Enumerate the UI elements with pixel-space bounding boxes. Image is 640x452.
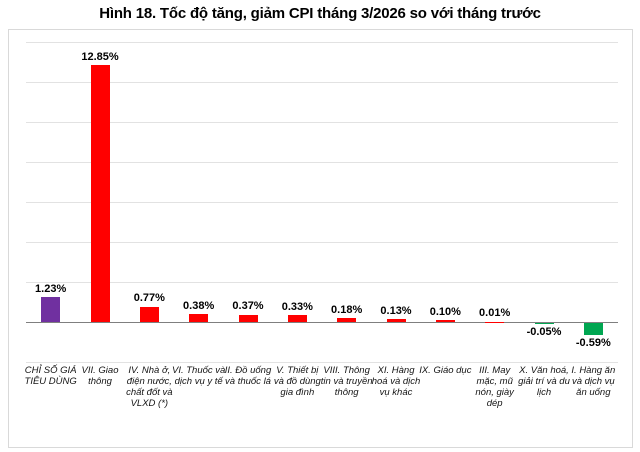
x-axis-category-label: VI. Thuốc và dịch vụ y tế <box>171 365 226 387</box>
plot-area: 1.23% 12.85% 0.77% 0.38% 0.37% 0.33% 0.18% 0.13… <box>26 42 618 363</box>
x-axis-category-label: CHỈ SỐ GIÁ TIÊU DÙNG <box>24 365 77 387</box>
x-axis-category-label: VIII. Thông tin và truyền thông <box>320 365 373 398</box>
bar-value-label: 0.10% <box>429 305 461 318</box>
gridline <box>26 42 618 43</box>
bar <box>337 318 357 322</box>
gridline <box>26 202 618 203</box>
chart-area: 1.23% 12.85% 0.77% 0.38% 0.37% 0.33% 0.18% 0.13… <box>8 29 633 448</box>
bar <box>189 314 209 322</box>
bar <box>139 306 159 322</box>
gridline <box>26 362 618 363</box>
bar <box>41 297 61 322</box>
x-axis-category-label: VII. Giao thông <box>81 365 119 387</box>
bar <box>485 321 505 323</box>
bar-value-label: -0.59% <box>575 336 611 349</box>
x-axis-category-label: V. Thiết bị và đồ dùng gia đình <box>273 365 321 398</box>
bar-value-label: 0.37% <box>232 300 264 313</box>
x-axis-line <box>26 322 618 323</box>
bar <box>238 314 258 322</box>
bar <box>583 323 603 335</box>
x-axis-category-label: X. Văn hoá, giải trí và du lịch <box>518 365 570 398</box>
bar <box>90 65 110 322</box>
bar-value-label: -0.05% <box>526 326 562 338</box>
bar-value-label: 0.18% <box>331 303 363 316</box>
bar <box>287 315 307 322</box>
gridline <box>26 162 618 163</box>
x-axis-labels: CHỈ SỐ GIÁ TIÊU DÙNG VII. Giao thông IV. N… <box>24 365 618 444</box>
x-axis-category-label: XI. Hàng hoá và dịch vụ khác <box>371 365 421 398</box>
bar-value-label: 0.13% <box>380 304 412 317</box>
bar-value-label: 1.23% <box>35 282 67 295</box>
gridline <box>26 122 618 123</box>
x-axis-category-label: IX. Giáo dục <box>419 365 472 376</box>
bar <box>435 320 455 322</box>
x-axis-category-label: III. May mặc, mũ nón, giày dép <box>475 365 514 409</box>
x-axis-category-label: IV. Nhà ở, điện nước, chất đốt và VLXD (… <box>126 365 173 409</box>
bar-value-label: 0.01% <box>479 307 511 320</box>
bar-value-label: 12.85% <box>81 50 119 63</box>
bar <box>386 319 406 322</box>
bar <box>534 323 554 324</box>
bar-value-label: 0.33% <box>281 300 313 313</box>
gridline <box>26 242 618 243</box>
bar-value-label: 0.38% <box>183 299 215 312</box>
gridline <box>26 282 618 283</box>
x-axis-category-label: II. Đồ uống và thuốc lá <box>224 365 272 387</box>
gridline <box>26 82 618 83</box>
x-axis-category-label: I. Hàng ăn và dịch vụ ăn uống <box>571 365 616 398</box>
bar-value-label: 0.77% <box>133 292 165 305</box>
chart-title: Hình 18. Tốc độ tăng, giảm CPI tháng 3/2… <box>99 5 541 22</box>
